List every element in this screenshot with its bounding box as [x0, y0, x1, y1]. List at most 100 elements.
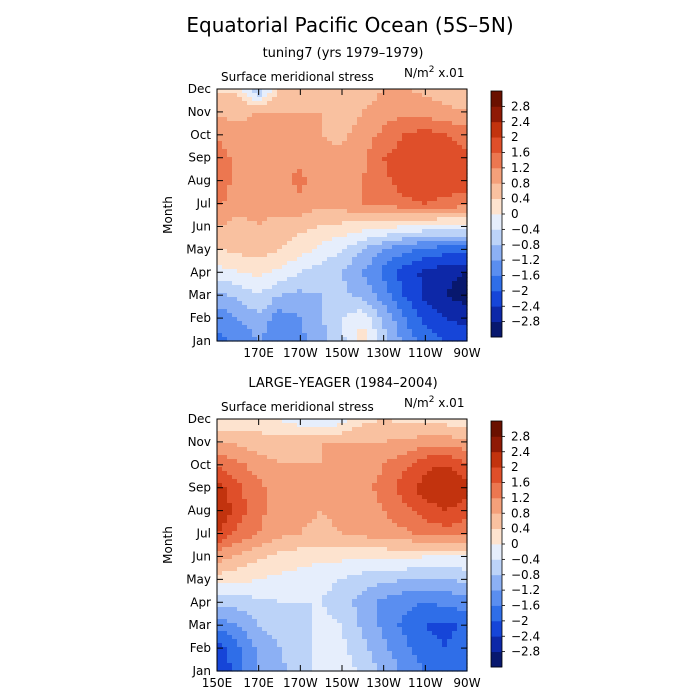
contour-cell	[317, 257, 323, 262]
contour-cell	[412, 129, 418, 134]
contour-cell	[277, 217, 283, 222]
contour-cell	[262, 137, 268, 142]
contour-cell	[267, 257, 273, 262]
contour-cell	[382, 169, 388, 174]
contour-cell	[302, 527, 308, 532]
contour-cell	[297, 277, 303, 282]
contour-cell	[402, 321, 408, 326]
contour-cell	[372, 515, 378, 520]
contour-cell	[377, 455, 383, 460]
contour-cell	[417, 261, 423, 266]
contour-cell	[287, 153, 293, 158]
contour-cell	[457, 297, 463, 302]
contour-cell	[232, 153, 238, 158]
contour-cell	[242, 97, 248, 102]
contour-cell	[232, 281, 238, 286]
contour-cell	[342, 197, 348, 202]
contour-cell	[287, 97, 293, 102]
contour-cell	[247, 261, 253, 266]
contour-cell	[302, 281, 308, 286]
contour-cell	[422, 229, 428, 234]
contour-cell	[297, 289, 303, 294]
contour-cell	[312, 149, 318, 154]
contour-cell	[277, 547, 283, 552]
contour-cell	[352, 503, 358, 508]
contour-cell	[232, 125, 238, 130]
contour-cell	[382, 125, 388, 130]
contour-cell	[232, 439, 238, 444]
contour-cell	[352, 333, 358, 338]
contour-cell	[332, 261, 338, 266]
contour-cell	[292, 427, 298, 432]
contour-cell	[442, 177, 448, 182]
contour-cell	[292, 431, 298, 436]
contour-cell	[252, 297, 258, 302]
contour-cell	[297, 257, 303, 262]
contour-cell	[242, 463, 248, 468]
contour-cell	[292, 197, 298, 202]
contour-cell	[282, 539, 288, 544]
contour-cell	[287, 329, 293, 334]
contour-cell	[437, 97, 443, 102]
contour-cell	[227, 193, 233, 198]
contour-cell	[372, 305, 378, 310]
contour-cell	[337, 539, 343, 544]
contour-cell	[357, 321, 363, 326]
contour-cell	[302, 181, 308, 186]
contour-cell	[437, 181, 443, 186]
contour-cell	[407, 329, 413, 334]
contour-cell	[387, 309, 393, 314]
contour-cell	[257, 125, 263, 130]
contour-cell	[292, 105, 298, 110]
contour-cell	[252, 459, 258, 464]
contour-cell	[417, 479, 423, 484]
contour-cell	[412, 273, 418, 278]
contour-cell	[347, 337, 353, 342]
contour-cell	[412, 467, 418, 472]
contour-cell	[227, 105, 233, 110]
contour-cell	[382, 427, 388, 432]
contour-cell	[452, 337, 458, 342]
contour-cell	[312, 321, 318, 326]
contour-cell	[407, 173, 413, 178]
contour-cell	[452, 261, 458, 266]
contour-cell	[297, 121, 303, 126]
contour-cell	[387, 193, 393, 198]
contour-cell	[247, 419, 253, 424]
contour-cell	[262, 289, 268, 294]
contour-cell	[302, 109, 308, 114]
contour-cell	[362, 273, 368, 278]
contour-cell	[267, 117, 273, 122]
contour-cell	[287, 177, 293, 182]
contour-cell	[332, 161, 338, 166]
contour-cell	[382, 297, 388, 302]
contour-cell	[307, 169, 313, 174]
contour-cell	[262, 285, 268, 290]
contour-cell	[222, 105, 228, 110]
contour-cell	[337, 435, 343, 440]
contour-cell	[402, 109, 408, 114]
contour-cell	[342, 337, 348, 342]
contour-cell	[447, 491, 453, 496]
contour-cell	[357, 153, 363, 158]
contour-cell	[452, 285, 458, 290]
contour-cell	[262, 447, 268, 452]
contour-cell	[252, 305, 258, 310]
contour-cell	[442, 209, 448, 214]
contour-cell	[312, 193, 318, 198]
contour-cell	[247, 539, 253, 544]
contour-cell	[272, 249, 278, 254]
contour-cell	[257, 479, 263, 484]
contour-cell	[462, 157, 468, 162]
contour-cell	[397, 125, 403, 130]
contour-cell	[457, 313, 463, 318]
contour-cell	[222, 137, 228, 142]
contour-cell	[322, 141, 328, 146]
contour-cell	[407, 325, 413, 330]
contour-cell	[342, 519, 348, 524]
contour-cell	[437, 189, 443, 194]
contour-cell	[222, 329, 228, 334]
contour-cell	[307, 451, 313, 456]
contour-cell	[412, 237, 418, 242]
contour-cell	[252, 269, 258, 274]
